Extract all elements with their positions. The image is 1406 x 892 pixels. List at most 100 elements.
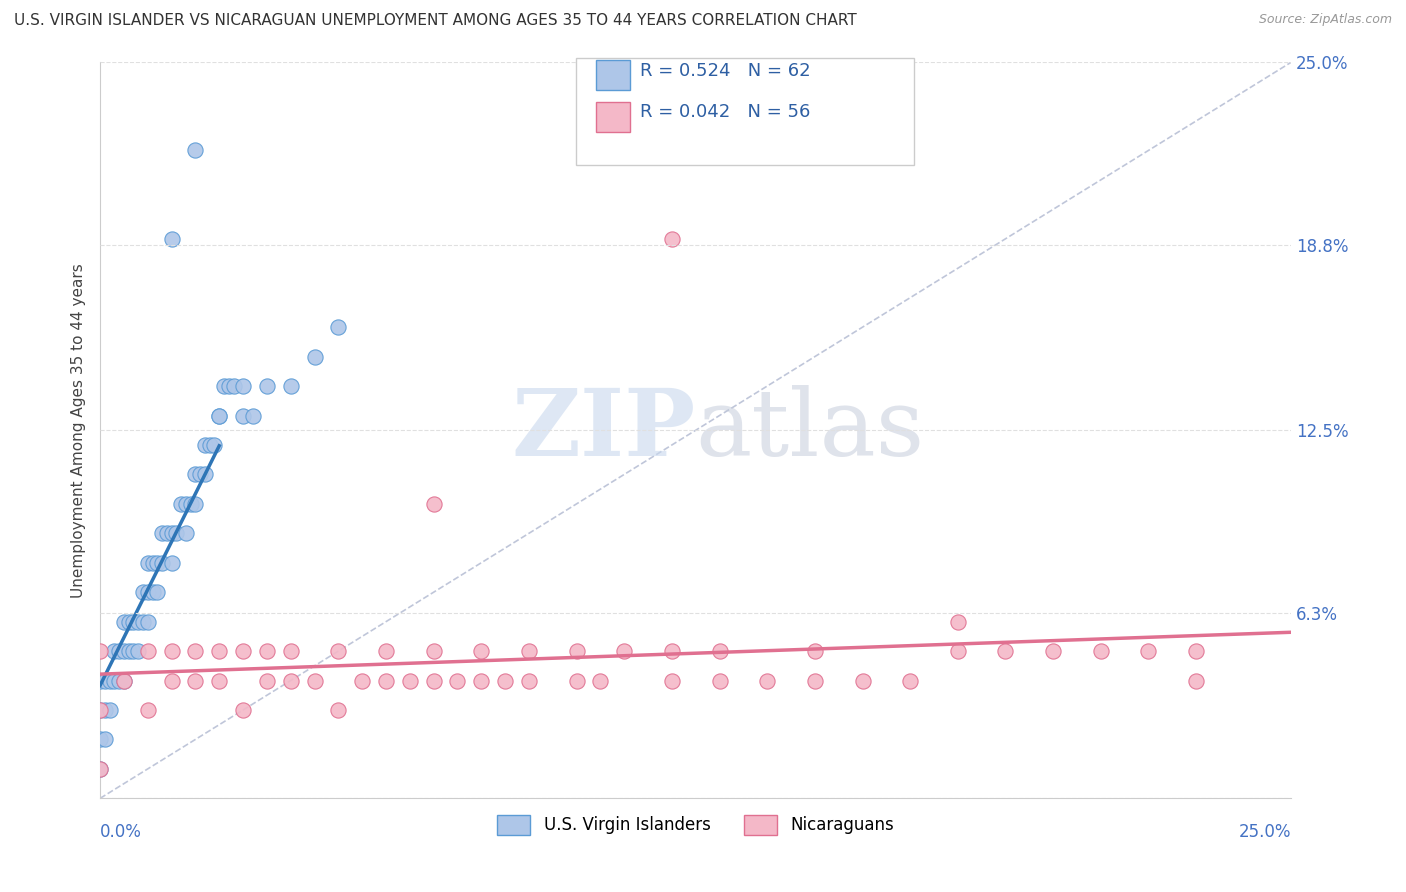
Point: [208, 644, 231, 658]
Point: [141, 556, 163, 570]
Point: [89, 703, 111, 717]
Point: [194, 438, 217, 452]
Point: [98, 673, 121, 688]
Point: [375, 673, 398, 688]
Point: [352, 673, 374, 688]
Point: [160, 526, 183, 541]
Point: [132, 585, 155, 599]
Point: [851, 673, 873, 688]
Point: [136, 615, 159, 629]
Point: [661, 644, 683, 658]
Point: [180, 497, 202, 511]
Point: [174, 497, 197, 511]
Text: ZIP: ZIP: [512, 385, 696, 475]
Point: [94, 732, 117, 747]
Point: [160, 644, 183, 658]
Point: [589, 673, 612, 688]
Point: [198, 438, 221, 452]
Point: [709, 644, 731, 658]
Point: [565, 673, 588, 688]
Point: [112, 673, 135, 688]
Point: [208, 409, 231, 423]
Point: [256, 379, 278, 393]
Point: [212, 379, 235, 393]
Text: R = 0.524   N = 62: R = 0.524 N = 62: [640, 62, 810, 80]
Point: [122, 644, 145, 658]
Point: [661, 673, 683, 688]
Point: [132, 615, 155, 629]
Point: [112, 673, 135, 688]
Point: [232, 409, 254, 423]
Point: [89, 732, 111, 747]
Text: U.S. VIRGIN ISLANDER VS NICARAGUAN UNEMPLOYMENT AMONG AGES 35 TO 44 YEARS CORREL: U.S. VIRGIN ISLANDER VS NICARAGUAN UNEMP…: [14, 13, 856, 29]
Point: [103, 644, 125, 658]
Point: [1090, 644, 1112, 658]
Point: [160, 556, 183, 570]
Point: [208, 409, 231, 423]
Point: [136, 585, 159, 599]
Point: [194, 467, 217, 482]
Point: [103, 673, 125, 688]
Point: [108, 644, 131, 658]
Point: [232, 379, 254, 393]
Point: [328, 644, 350, 658]
Point: [1042, 644, 1064, 658]
Point: [470, 673, 492, 688]
Point: [89, 762, 111, 776]
Y-axis label: Unemployment Among Ages 35 to 44 years: Unemployment Among Ages 35 to 44 years: [72, 263, 86, 598]
Point: [122, 615, 145, 629]
Point: [150, 556, 173, 570]
Point: [89, 703, 111, 717]
Point: [150, 526, 173, 541]
Point: [328, 703, 350, 717]
Point: [127, 644, 149, 658]
Point: [256, 673, 278, 688]
Point: [242, 409, 264, 423]
Point: [709, 673, 731, 688]
Point: [146, 585, 169, 599]
Point: [89, 673, 111, 688]
Point: [184, 644, 207, 658]
Point: [756, 673, 779, 688]
Point: [118, 644, 141, 658]
Point: [280, 644, 302, 658]
Point: [517, 673, 540, 688]
Point: [232, 703, 254, 717]
Point: [494, 673, 516, 688]
Point: [146, 556, 169, 570]
Text: 0.0%: 0.0%: [100, 823, 142, 841]
Text: Source: ZipAtlas.com: Source: ZipAtlas.com: [1258, 13, 1392, 27]
Point: [232, 644, 254, 658]
Point: [470, 644, 492, 658]
Point: [946, 615, 969, 629]
Text: R = 0.042   N = 56: R = 0.042 N = 56: [640, 103, 810, 120]
Point: [517, 644, 540, 658]
Point: [1137, 644, 1160, 658]
Point: [108, 673, 131, 688]
Point: [256, 644, 278, 658]
Point: [89, 762, 111, 776]
Point: [280, 673, 302, 688]
Point: [661, 232, 683, 246]
Point: [141, 585, 163, 599]
Text: atlas: atlas: [696, 385, 925, 475]
Point: [165, 526, 187, 541]
Point: [184, 144, 207, 158]
Point: [994, 644, 1017, 658]
Point: [188, 467, 211, 482]
Point: [804, 673, 827, 688]
Point: [170, 497, 193, 511]
Point: [804, 644, 827, 658]
Point: [946, 644, 969, 658]
Point: [898, 673, 921, 688]
Point: [136, 703, 159, 717]
Point: [1185, 644, 1208, 658]
Point: [184, 467, 207, 482]
Point: [398, 673, 420, 688]
Point: [446, 673, 468, 688]
Point: [280, 379, 302, 393]
Point: [422, 497, 444, 511]
Point: [208, 673, 231, 688]
Point: [160, 673, 183, 688]
Point: [136, 644, 159, 658]
